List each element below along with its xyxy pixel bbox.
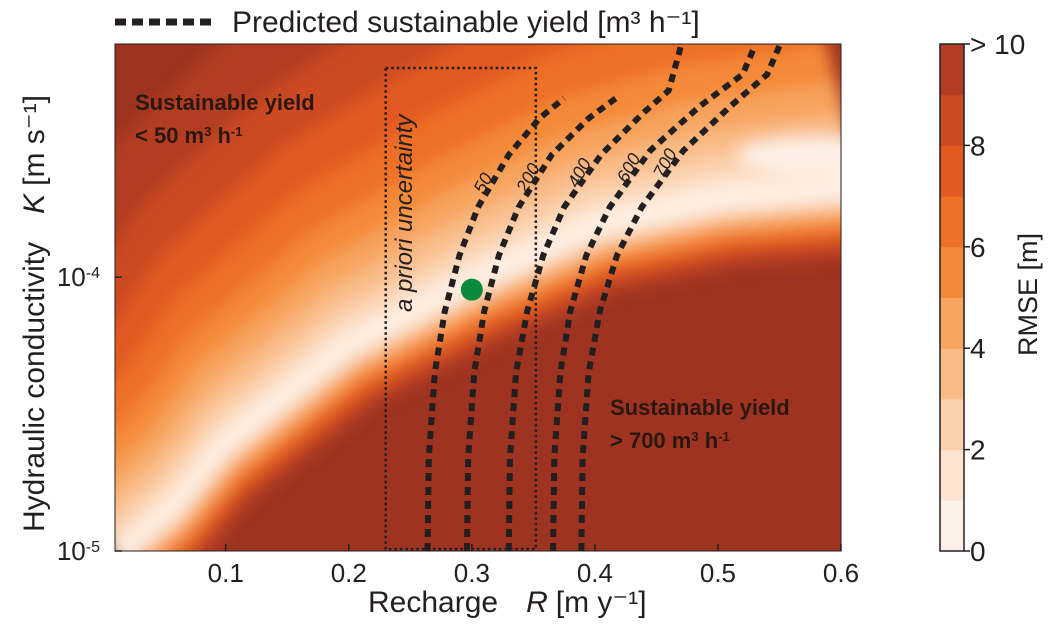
colorbar: 0 2 4 6 8 > 10	[939, 29, 1025, 567]
yield-contour-200	[463, 93, 622, 551]
annotation-low-yield: Sustainable yield < 50 m3 h-1	[135, 90, 315, 148]
rmse-lobe-upper-right	[736, 136, 841, 173]
annotation-high-yield-line2: > 700 m3 h-1	[610, 428, 730, 453]
y-tick-label: 10-4	[57, 262, 100, 292]
colorbar-swatch-0	[940, 500, 964, 552]
colorbar-tick-label: 0	[970, 536, 986, 567]
legend-label: Predicted sustainable yield [m³ h⁻¹]	[232, 6, 700, 39]
x-tick-label: 0.4	[577, 558, 613, 588]
yield-contour-50	[424, 95, 566, 551]
x-axis-ticks: 0.1 0.2 0.3 0.4 0.5 0.6	[208, 544, 859, 588]
colorbar-tick-label: > 10	[970, 29, 1025, 60]
colorbar-swatch-3	[940, 348, 964, 400]
legend: Predicted sustainable yield [m³ h⁻¹]	[115, 6, 700, 39]
y-tick-label: 10-5	[57, 536, 100, 566]
x-tick-label: 0.3	[454, 558, 490, 588]
colorbar-swatch-7	[940, 145, 964, 197]
plot-frame	[114, 43, 842, 552]
x-axis-label: Recharge R [m y⁻¹]	[368, 586, 647, 619]
colorbar-tick-label: 4	[970, 333, 986, 364]
annotation-high-yield-line1: Sustainable yield	[610, 395, 790, 420]
yield-contours	[424, 44, 783, 551]
colorbar-label: RMSE [m]	[1013, 233, 1043, 356]
annotation-high-yield: Sustainable yield > 700 m3 h-1	[610, 395, 790, 453]
prior-box-label: a priori uncertainty	[391, 113, 418, 312]
x-tick-label: 0.6	[823, 558, 859, 588]
colorbar-swatch-1	[940, 449, 964, 501]
colorbar-tick-label: 6	[970, 232, 986, 263]
colorbar-tick-label: 2	[970, 435, 986, 466]
x-tick-label: 0.5	[700, 558, 736, 588]
prior-box	[384, 66, 538, 551]
colorbar-swatch-2	[940, 398, 964, 451]
colorbar-frame	[939, 43, 965, 552]
yield-contour-600	[550, 44, 758, 551]
prior-box-group	[384, 66, 538, 551]
colorbar-swatch-6	[940, 196, 964, 248]
colorbar-swatch-4	[940, 297, 964, 349]
colorbar-swatch-9	[940, 44, 964, 96]
y-axis-ticks: 10-5 10-4	[57, 262, 122, 566]
y-axis-label: Hydraulic conductivityK[m s⁻¹]	[18, 95, 51, 532]
yield-contour-400	[505, 44, 684, 551]
annotation-low-yield-line2: < 50 m3 h-1	[135, 123, 242, 148]
x-tick-label: 0.2	[331, 558, 367, 588]
colorbar-swatch-5	[940, 246, 964, 298]
colorbar-swatch-8	[940, 94, 964, 146]
x-tick-label: 0.1	[208, 558, 244, 588]
yield-contour-700	[578, 44, 783, 551]
best-fit-point	[460, 278, 483, 301]
colorbar-tick-label: 8	[970, 130, 986, 161]
annotation-low-yield-line1: Sustainable yield	[135, 90, 315, 115]
